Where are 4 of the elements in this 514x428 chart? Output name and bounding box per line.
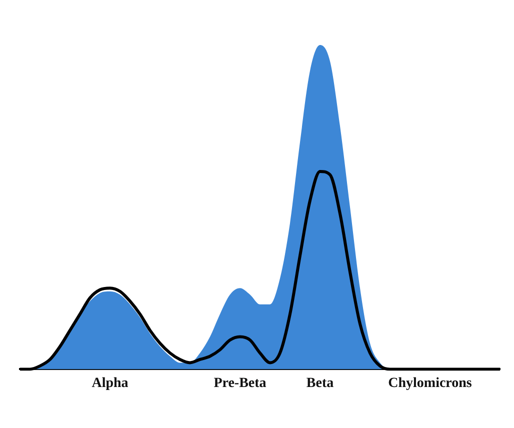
x-tick-label: Alpha	[92, 376, 128, 392]
x-tick-label: Chylomicrons	[388, 376, 472, 392]
x-tick-label: Pre-Beta	[214, 376, 266, 392]
x-tick-label: Beta	[306, 376, 334, 392]
